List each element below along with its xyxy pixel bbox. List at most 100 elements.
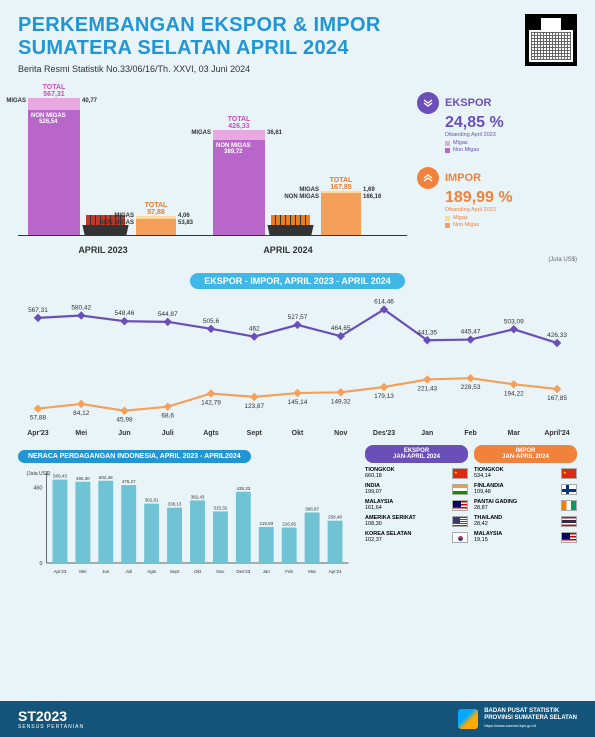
partner-row: MALAYSIA161,64 [365, 499, 468, 511]
svg-text:Apr'23: Apr'23 [27, 430, 49, 437]
svg-text:Des'23: Des'23 [373, 430, 395, 437]
subtitle: Berita Resmi Statistik No.33/06/16/Th. X… [18, 64, 577, 74]
top-bar-chart: TOTAL567,31 MIGAS 40,77 NON MIGAS526,54 … [18, 88, 407, 263]
svg-text:Apr'24: Apr'24 [329, 569, 342, 574]
svg-text:149,32: 149,32 [331, 398, 351, 405]
svg-text:Mei: Mei [75, 430, 87, 437]
svg-text:502,48: 502,48 [99, 475, 113, 480]
neraca-bar-chart: (Juta US$) 460 0 509,43 Apr'23 496,30 Mei 502,4… [18, 467, 357, 577]
svg-text:464,65: 464,65 [331, 325, 351, 332]
partner-row: TIONGKOK534,14★ [474, 467, 577, 479]
partner-row: TIONGKOK660,18★ [365, 467, 468, 479]
svg-text:57,88: 57,88 [30, 415, 47, 422]
svg-text:338,13: 338,13 [168, 502, 182, 507]
partner-row: PANTAI GADING28,87 [474, 499, 577, 511]
svg-text:45,98: 45,98 [116, 417, 133, 424]
kpi-ekspor: EKSPOR 24,85 % Dibanding April 2023 Miga… [417, 92, 577, 153]
svg-text:Nov: Nov [216, 569, 225, 574]
page-title: PERKEMBANGAN EKSPOR & IMPOR SUMATERA SEL… [18, 14, 577, 60]
svg-text:527,57: 527,57 [288, 314, 308, 321]
partner-row: KOREA SELATAN102,37 [365, 531, 468, 543]
line-chart-title: EKSPOR - IMPOR, APRIL 2023 - APRIL 2024 [190, 273, 405, 289]
kpi-impor: IMPOR 189,99 % Dibanding April 2023 Miga… [417, 167, 577, 228]
legend-ekspor: MigasNon Migas [445, 140, 577, 153]
svg-text:179,13: 179,13 [374, 393, 394, 400]
svg-text:219,93: 219,93 [259, 521, 273, 526]
svg-text:194,22: 194,22 [504, 390, 524, 397]
svg-text:567,31: 567,31 [28, 307, 48, 314]
svg-text:462: 462 [249, 326, 260, 333]
svg-text:Jun: Jun [102, 569, 110, 574]
svg-text:Feb: Feb [464, 430, 476, 437]
svg-text:Agts: Agts [147, 569, 157, 574]
qr-code [525, 14, 577, 66]
svg-text:382,43: 382,43 [191, 494, 205, 499]
svg-text:Jan: Jan [263, 569, 271, 574]
svg-text:Jan: Jan [421, 430, 433, 437]
svg-text:84,12: 84,12 [73, 410, 90, 417]
svg-text:362,81: 362,81 [145, 498, 159, 503]
legend-impor: MigasNon Migas [445, 215, 577, 228]
svg-text:Sept: Sept [247, 430, 263, 437]
neraca-title: NERACA PERDAGANGAN INDONESIA, APRIL 2023… [18, 450, 251, 463]
svg-text:548,46: 548,46 [115, 310, 135, 317]
svg-text:Apr'23: Apr'23 [54, 569, 67, 574]
kpi-ekspor-value: 24,85 % [445, 114, 577, 132]
kpi-ekspor-label: EKSPOR [445, 97, 491, 109]
line-chart: 567,31 580,42 548,46 544,87 505,6 462 527,57 46… [18, 291, 577, 441]
svg-text:228,53: 228,53 [461, 384, 481, 391]
svg-text:505,6: 505,6 [203, 318, 220, 325]
bps-logo-icon [458, 709, 478, 729]
svg-text:April'24: April'24 [544, 430, 569, 437]
partner-row: FINLANDIA109,48 [474, 483, 577, 495]
kpi-ekspor-sub: Dibanding April 2023 [445, 132, 577, 138]
svg-text:614,46: 614,46 [374, 298, 394, 305]
partner-row: MALAYSIA19,15 [474, 531, 577, 543]
partners-ekspor-header: EKSPORJAN-APRIL 2024 [365, 445, 468, 463]
svg-text:Okt: Okt [194, 569, 202, 574]
svg-text:Jun: Jun [118, 430, 130, 437]
svg-text:Juli: Juli [162, 430, 174, 437]
svg-text:Agts: Agts [203, 430, 219, 437]
svg-text:544,87: 544,87 [158, 311, 178, 318]
footer-org: BADAN PUSAT STATISTIK PROVINSI SUMATERA … [484, 708, 577, 730]
svg-text:145,14: 145,14 [288, 399, 308, 406]
svg-text:Des'23: Des'23 [236, 569, 250, 574]
svg-text:Nov: Nov [334, 430, 347, 437]
svg-text:441,35: 441,35 [417, 329, 437, 336]
svg-text:Mei: Mei [79, 569, 86, 574]
svg-text:258,48: 258,48 [328, 515, 342, 520]
footer: ST2023 SENSUS PERTANIAN BADAN PUSAT STAT… [0, 701, 595, 737]
svg-text:496,30: 496,30 [76, 476, 90, 481]
svg-text:(Juta US$): (Juta US$) [27, 471, 51, 477]
svg-text:509,43: 509,43 [53, 474, 67, 479]
svg-text:142,79: 142,79 [201, 399, 221, 406]
kpi-impor-value: 189,99 % [445, 189, 577, 207]
partner-row: AMERIKA SERIKAT108,30 [365, 515, 468, 527]
kpi-panel: EKSPOR 24,85 % Dibanding April 2023 Miga… [417, 88, 577, 263]
svg-text:Feb: Feb [285, 569, 293, 574]
partners-impor-header: IMPORJAN-APRIL 2024 [474, 445, 577, 463]
svg-text:503,09: 503,09 [504, 318, 524, 325]
svg-text:0: 0 [39, 561, 42, 567]
partner-row: INDIA199,07 [365, 483, 468, 495]
svg-text:308,87: 308,87 [305, 506, 319, 511]
svg-text:Okt: Okt [292, 430, 304, 437]
svg-text:216,95: 216,95 [282, 521, 296, 526]
kpi-impor-sub: Dibanding April 2023 [445, 207, 577, 213]
svg-text:426,33: 426,33 [547, 332, 567, 339]
trade-partners: EKSPORJAN-APRIL 2024 TIONGKOK660,18★ INDI… [365, 445, 577, 577]
unit-label: (Juta US$) [548, 257, 577, 263]
svg-text:580,42: 580,42 [71, 305, 91, 312]
up-chevron-icon [417, 167, 439, 189]
svg-text:460: 460 [33, 486, 42, 492]
svg-text:Juli: Juli [125, 569, 132, 574]
svg-text:445,47: 445,47 [461, 329, 481, 336]
svg-text:167,85: 167,85 [547, 395, 567, 402]
footer-brand: ST2023 SENSUS PERTANIAN [18, 708, 84, 730]
svg-text:68,6: 68,6 [161, 413, 174, 420]
svg-text:476,27: 476,27 [122, 479, 136, 484]
svg-text:Sept: Sept [170, 569, 180, 574]
svg-text:435,33: 435,33 [236, 486, 250, 491]
svg-text:Mar: Mar [508, 430, 521, 437]
